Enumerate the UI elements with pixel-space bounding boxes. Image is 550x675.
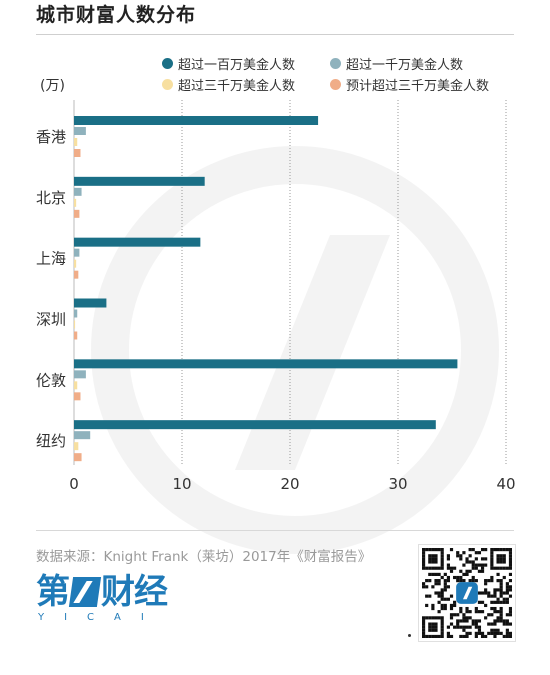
bar-北京-2	[74, 198, 77, 207]
category-label: 上海	[36, 250, 66, 268]
bar-上海-0	[74, 237, 201, 247]
legend-swatch	[330, 58, 341, 69]
bar-纽约-2	[74, 442, 79, 451]
qr-code-icon[interactable]	[422, 548, 512, 638]
logo-text-b: 财经	[101, 572, 168, 612]
bar-深圳-0	[74, 298, 107, 308]
bar-北京-0	[74, 176, 205, 186]
bar-北京-1	[74, 187, 82, 196]
logo-wordmark: 第 财经	[36, 572, 168, 612]
category-label: 纽约	[36, 432, 66, 450]
category-label: 伦敦	[36, 371, 66, 389]
bar-纽约-0	[74, 420, 436, 430]
bar-深圳-3	[74, 331, 78, 340]
x-tick-label: 0	[69, 475, 79, 493]
bar-香港-0	[74, 116, 319, 125]
legend-item-series1: 超过一百万美金人数	[162, 54, 295, 73]
legend-label: 超过一百万美金人数	[178, 58, 296, 73]
bar-香港-2	[74, 138, 78, 146]
bar-深圳-1	[74, 309, 78, 318]
legend-item-series2: 超过一千万美金人数	[330, 54, 463, 73]
footer-divider	[36, 530, 514, 531]
logo-subtext: YICAI	[38, 612, 164, 623]
logo-text-a: 第	[36, 572, 70, 612]
bar-上海-3	[74, 270, 79, 279]
legend-swatch	[162, 58, 173, 69]
decorative-dot	[408, 634, 411, 637]
bar-上海-2	[74, 259, 77, 268]
bar-纽约-1	[74, 431, 91, 440]
legend-label: 超过一千万美金人数	[346, 58, 464, 73]
legend-swatch	[162, 79, 173, 90]
title-divider	[36, 34, 514, 35]
bar-深圳-2	[74, 320, 76, 329]
bar-香港-1	[74, 127, 86, 135]
bar-伦敦-1	[74, 370, 86, 379]
category-label: 深圳	[36, 311, 66, 329]
x-tick-label: 30	[388, 475, 407, 493]
qr-frame	[418, 544, 516, 642]
legend-label: 超过三千万美金人数	[178, 79, 296, 94]
x-tick-label: 10	[172, 475, 191, 493]
bar-伦敦-3	[74, 392, 81, 401]
axis-unit-label: (万)	[40, 78, 65, 94]
x-tick-label: 20	[280, 475, 299, 493]
bar-香港-3	[74, 149, 81, 157]
chart-title: 城市财富人数分布	[36, 4, 197, 26]
bar-北京-3	[74, 209, 80, 218]
yicai-logo: 第 财经 YICAI	[36, 572, 168, 623]
legend-swatch	[330, 79, 341, 90]
legend-label: 预计超过三千万美金人数	[346, 79, 490, 94]
x-tick-label: 40	[496, 475, 515, 493]
legend-item-series3: 超过三千万美金人数	[162, 75, 295, 94]
watermark-logo	[91, 146, 499, 554]
source-note: 数据来源：Knight Frank（莱坊）2017年《财富报告》	[36, 549, 372, 565]
bar-纽约-3	[74, 453, 82, 462]
logo-mark-icon	[68, 577, 102, 607]
bar-伦敦-2	[74, 381, 78, 390]
bar-伦敦-0	[74, 359, 458, 369]
legend-item-series4: 预计超过三千万美金人数	[330, 75, 489, 94]
category-label: 香港	[36, 128, 66, 146]
bar-上海-1	[74, 248, 80, 257]
category-label: 北京	[36, 189, 66, 207]
